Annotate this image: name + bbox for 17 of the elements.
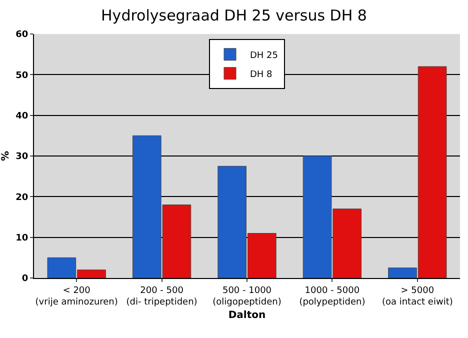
x-tick-label: 1000 - 5000 (polypeptiden): [299, 286, 366, 308]
legend-label: DH 8: [250, 70, 273, 80]
y-tick-label: 50: [16, 70, 28, 81]
legend-label: DH 25: [250, 50, 278, 61]
y-tick-label: 30: [16, 152, 28, 162]
y-tick-label: 20: [16, 192, 28, 203]
x-tick-label: 500 - 1000 (oligopeptiden): [212, 286, 282, 308]
y-tick-label: 40: [16, 111, 28, 122]
y-tick-label: 10: [16, 233, 28, 244]
x-axis-title: Dalton: [228, 310, 266, 321]
x-tick-label: 200 - 500 (di- tripeptiden): [126, 286, 198, 308]
chart-title: Hydrolysegraad DH 25 versus DH 8: [101, 6, 367, 25]
y-tick-label: 0: [22, 274, 28, 284]
y-axis-title: %: [0, 150, 12, 162]
x-tick-label: > 5000 (oa intact eiwit): [382, 286, 453, 308]
x-tick-label: < 200 (vrije aminozuren): [35, 286, 118, 308]
y-tick-label: 60: [16, 30, 28, 40]
